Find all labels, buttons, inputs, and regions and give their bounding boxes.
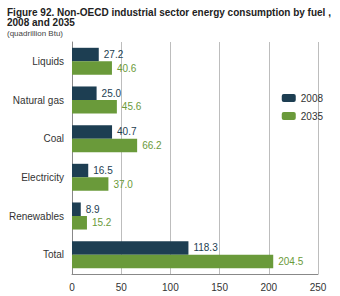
svg-text:2008: 2008 [301, 93, 324, 104]
svg-text:150: 150 [211, 282, 228, 293]
svg-text:Natural gas: Natural gas [13, 95, 64, 106]
svg-text:Renewables: Renewables [9, 211, 64, 222]
svg-text:250: 250 [310, 282, 327, 293]
svg-text:2008 and 2035: 2008 and 2035 [7, 17, 75, 28]
svg-text:15.2: 15.2 [92, 217, 112, 228]
svg-text:Liquids: Liquids [32, 56, 64, 67]
svg-text:0: 0 [69, 282, 75, 293]
svg-text:200: 200 [260, 282, 277, 293]
svg-text:(quadrillion Btu): (quadrillion Btu) [7, 29, 63, 38]
svg-text:Figure 92. Non-OECD industrial: Figure 92. Non-OECD industrial sector en… [7, 6, 334, 18]
svg-text:2035: 2035 [301, 111, 324, 122]
svg-text:27.2: 27.2 [104, 49, 124, 60]
svg-text:Electricity: Electricity [21, 172, 64, 183]
svg-text:204.5: 204.5 [278, 256, 303, 267]
svg-text:40.7: 40.7 [117, 126, 137, 137]
svg-text:40.6: 40.6 [117, 63, 137, 74]
svg-text:8.9: 8.9 [86, 204, 100, 215]
svg-text:118.3: 118.3 [193, 242, 218, 253]
svg-text:66.2: 66.2 [142, 140, 162, 151]
svg-text:Coal: Coal [43, 133, 64, 144]
svg-text:45.6: 45.6 [122, 101, 142, 112]
svg-text:16.5: 16.5 [93, 165, 113, 176]
svg-text:37.0: 37.0 [113, 179, 133, 190]
svg-text:25.0: 25.0 [102, 88, 122, 99]
svg-text:Total: Total [43, 249, 64, 260]
svg-text:100: 100 [162, 282, 179, 293]
svg-text:50: 50 [116, 282, 128, 293]
